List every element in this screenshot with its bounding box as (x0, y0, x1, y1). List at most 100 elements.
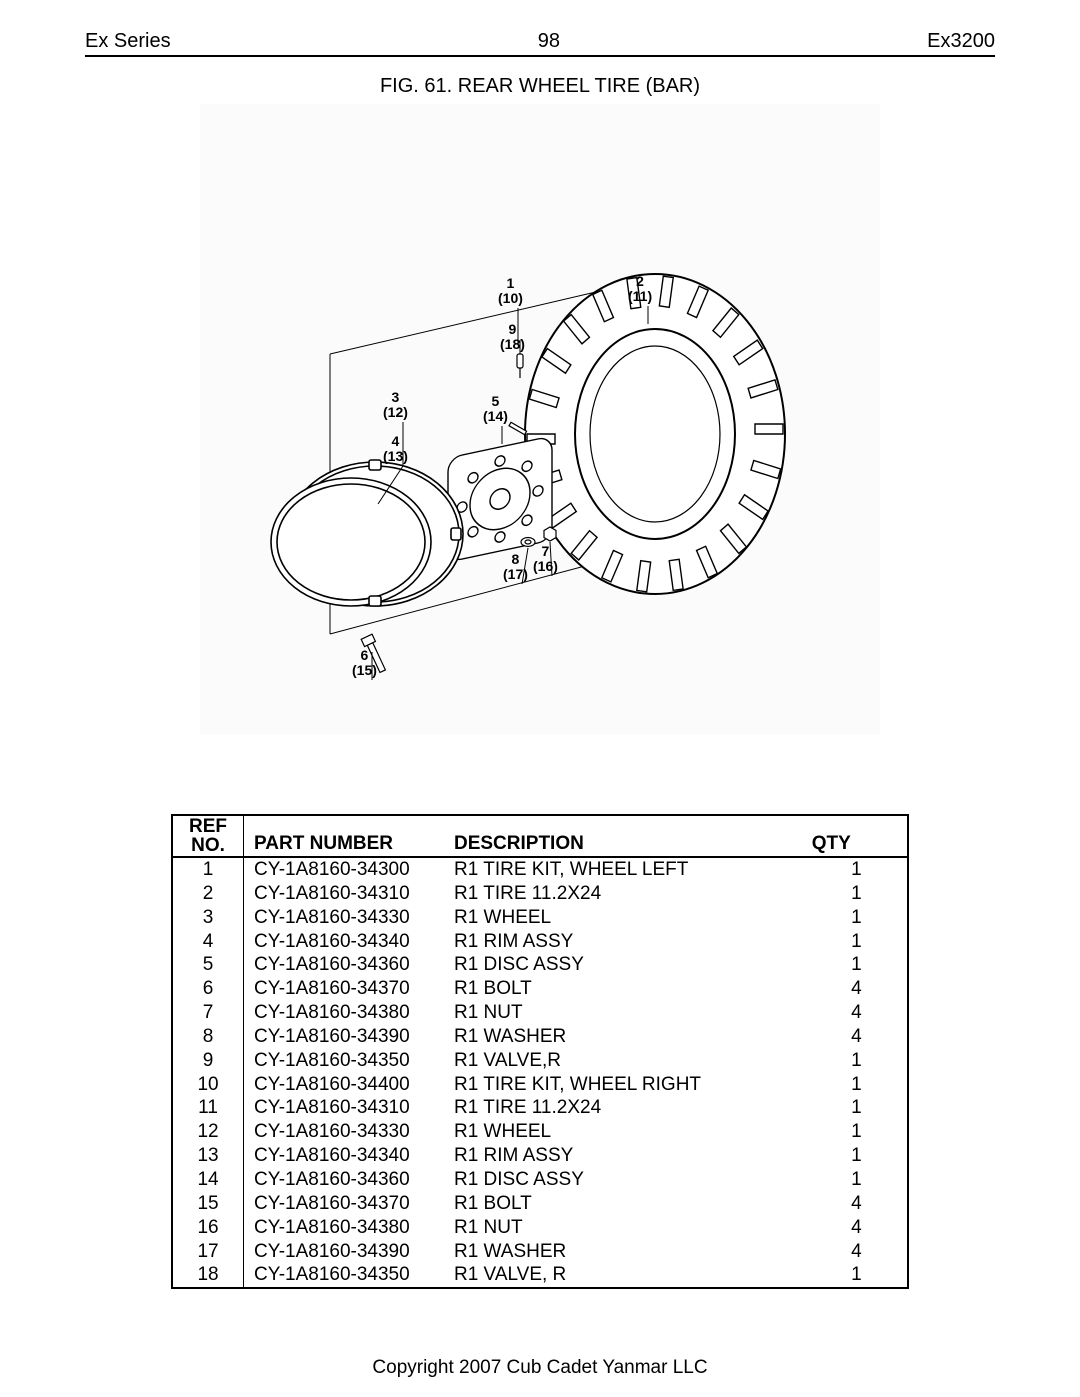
diagram-callout: 9 (18) (500, 322, 525, 351)
cell-part: CY-1A8160-34340 (244, 1144, 448, 1168)
cell-ref: 7 (172, 1001, 244, 1025)
cell-ref: 1 (172, 857, 244, 882)
cell-part: CY-1A8160-34360 (244, 953, 448, 977)
header-center: 98 (538, 30, 560, 53)
diagram-callout: 6 (15) (352, 648, 377, 677)
table-row: 1CY-1A8160-34300R1 TIRE KIT, WHEEL LEFT1 (172, 857, 908, 882)
cell-part: CY-1A8160-34370 (244, 1192, 448, 1216)
cell-desc: R1 VALVE, R (448, 1263, 806, 1288)
cell-qty: 1 (806, 1096, 908, 1120)
table-row: 3CY-1A8160-34330R1 WHEEL1 (172, 906, 908, 930)
cell-qty: 4 (806, 1001, 908, 1025)
header-right: Ex3200 (927, 30, 995, 53)
table-row: 4CY-1A8160-34340R1 RIM ASSY1 (172, 930, 908, 954)
cell-qty: 1 (806, 1049, 908, 1073)
diagram-callout: 1 (10) (498, 276, 523, 305)
diagram-callout: 3 (12) (383, 390, 408, 419)
cell-ref: 4 (172, 930, 244, 954)
cell-ref: 13 (172, 1144, 244, 1168)
cell-part: CY-1A8160-34380 (244, 1001, 448, 1025)
cell-part: CY-1A8160-34370 (244, 977, 448, 1001)
cell-qty: 1 (806, 953, 908, 977)
table-row: 7CY-1A8160-34380R1 NUT4 (172, 1001, 908, 1025)
cell-part: CY-1A8160-34330 (244, 1120, 448, 1144)
cell-part: CY-1A8160-34380 (244, 1216, 448, 1240)
table-row: 12CY-1A8160-34330R1 WHEEL1 (172, 1120, 908, 1144)
col-part: PART NUMBER (244, 815, 448, 857)
table-row: 16CY-1A8160-34380R1 NUT4 (172, 1216, 908, 1240)
cell-desc: R1 WHEEL (448, 1120, 806, 1144)
cell-desc: R1 BOLT (448, 977, 806, 1001)
table-row: 13CY-1A8160-34340R1 RIM ASSY1 (172, 1144, 908, 1168)
table-row: 9CY-1A8160-34350R1 VALVE,R1 (172, 1049, 908, 1073)
cell-desc: R1 WASHER (448, 1025, 806, 1049)
table-row: 10CY-1A8160-34400R1 TIRE KIT, WHEEL RIGH… (172, 1073, 908, 1097)
diagram-callout: 8 (17) (503, 552, 528, 581)
cell-desc: R1 NUT (448, 1001, 806, 1025)
cell-desc: R1 TIRE 11.2X24 (448, 1096, 806, 1120)
cell-desc: R1 VALVE,R (448, 1049, 806, 1073)
cell-qty: 1 (806, 906, 908, 930)
cell-qty: 1 (806, 857, 908, 882)
cell-part: CY-1A8160-34400 (244, 1073, 448, 1097)
table-row: 15CY-1A8160-34370R1 BOLT4 (172, 1192, 908, 1216)
cell-ref: 6 (172, 977, 244, 1001)
cell-ref: 12 (172, 1120, 244, 1144)
table-row: 14CY-1A8160-34360R1 DISC ASSY1 (172, 1168, 908, 1192)
page-header: Ex Series 98 Ex3200 (85, 30, 995, 57)
cell-part: CY-1A8160-34300 (244, 857, 448, 882)
table-row: 8CY-1A8160-34390R1 WASHER4 (172, 1025, 908, 1049)
col-qty: QTY (806, 815, 908, 857)
cell-ref: 8 (172, 1025, 244, 1049)
cell-ref: 2 (172, 882, 244, 906)
diagram-callout: 5 (14) (483, 394, 508, 423)
cell-part: CY-1A8160-34350 (244, 1263, 448, 1288)
table-row: 6CY-1A8160-34370R1 BOLT4 (172, 977, 908, 1001)
cell-part: CY-1A8160-34310 (244, 1096, 448, 1120)
cell-desc: R1 DISC ASSY (448, 1168, 806, 1192)
diagram-callout: 2 (11) (628, 274, 652, 303)
cell-desc: R1 RIM ASSY (448, 930, 806, 954)
cell-ref: 16 (172, 1216, 244, 1240)
cell-qty: 4 (806, 1240, 908, 1264)
cell-ref: 10 (172, 1073, 244, 1097)
cell-ref: 5 (172, 953, 244, 977)
exploded-diagram: 1 (10) 2 (11) 3 (12) 4 (13) 5 (14) 6 (15) 7 (1… (200, 104, 880, 734)
cell-desc: R1 WASHER (448, 1240, 806, 1264)
cell-part: CY-1A8160-34350 (244, 1049, 448, 1073)
table-row: 5CY-1A8160-34360R1 DISC ASSY1 (172, 953, 908, 977)
cell-ref: 3 (172, 906, 244, 930)
cell-part: CY-1A8160-34310 (244, 882, 448, 906)
header-left: Ex Series (85, 30, 171, 53)
figure-title: FIG. 61. REAR WHEEL TIRE (BAR) (85, 75, 995, 98)
cell-desc: R1 TIRE KIT, WHEEL LEFT (448, 857, 806, 882)
cell-part: CY-1A8160-34340 (244, 930, 448, 954)
col-ref: REF NO. (179, 817, 237, 855)
diagram-callout: 7 (16) (533, 544, 558, 573)
col-desc: DESCRIPTION (448, 815, 806, 857)
cell-ref: 14 (172, 1168, 244, 1192)
cell-ref: 15 (172, 1192, 244, 1216)
cell-ref: 18 (172, 1263, 244, 1288)
diagram-callout: 4 (13) (383, 434, 408, 463)
cell-qty: 4 (806, 1192, 908, 1216)
copyright-footer: Copyright 2007 Cub Cadet Yanmar LLC (0, 1357, 1080, 1379)
table-row: 18CY-1A8160-34350R1 VALVE, R1 (172, 1263, 908, 1288)
cell-desc: R1 NUT (448, 1216, 806, 1240)
cell-part: CY-1A8160-34390 (244, 1025, 448, 1049)
cell-ref: 17 (172, 1240, 244, 1264)
cell-part: CY-1A8160-34390 (244, 1240, 448, 1264)
table-row: 11CY-1A8160-34310R1 TIRE 11.2X241 (172, 1096, 908, 1120)
cell-desc: R1 TIRE KIT, WHEEL RIGHT (448, 1073, 806, 1097)
cell-qty: 4 (806, 1216, 908, 1240)
cell-qty: 1 (806, 1144, 908, 1168)
cell-qty: 1 (806, 930, 908, 954)
cell-qty: 4 (806, 1025, 908, 1049)
cell-qty: 1 (806, 882, 908, 906)
cell-qty: 1 (806, 1073, 908, 1097)
parts-table: REF NO. PART NUMBER DESCRIPTION QTY 1CY-… (171, 814, 909, 1289)
cell-qty: 4 (806, 977, 908, 1001)
cell-desc: R1 DISC ASSY (448, 953, 806, 977)
cell-desc: R1 BOLT (448, 1192, 806, 1216)
cell-part: CY-1A8160-34360 (244, 1168, 448, 1192)
